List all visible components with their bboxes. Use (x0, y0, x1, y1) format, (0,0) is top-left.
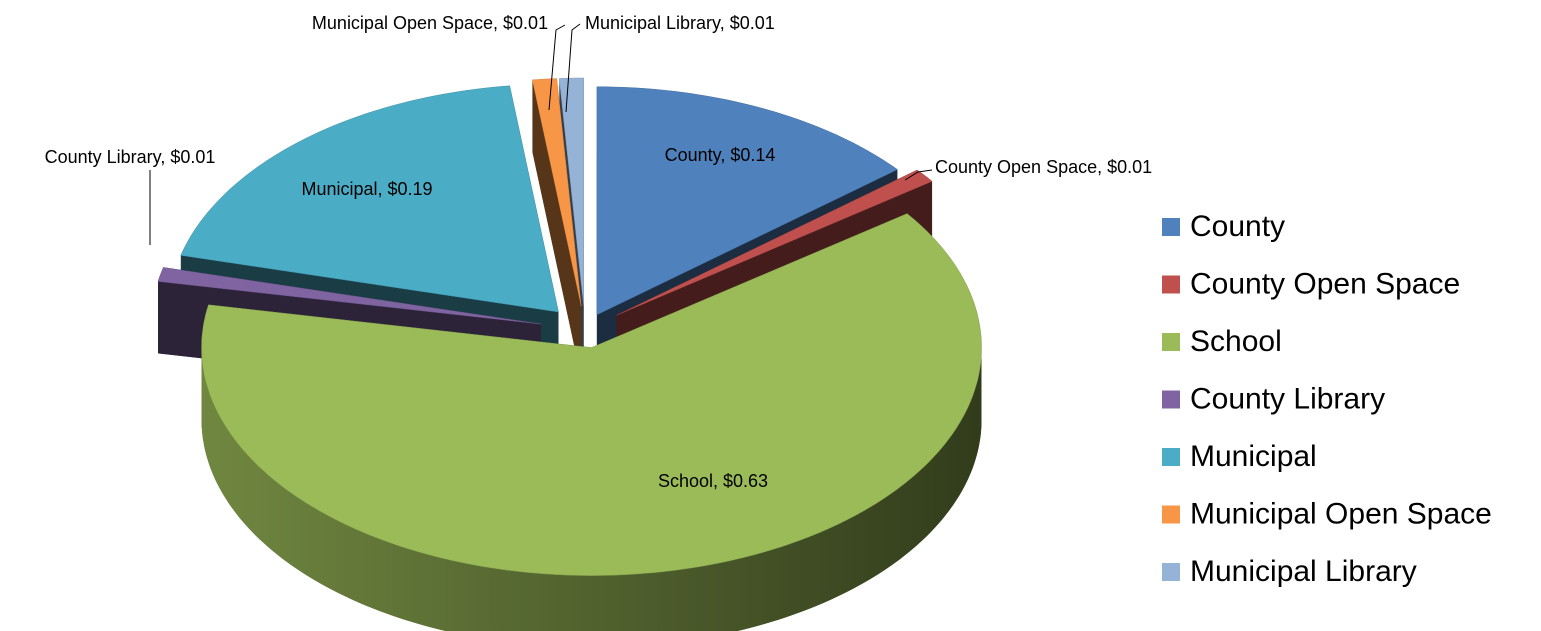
leader-line (565, 23, 581, 113)
slice (596, 86, 898, 316)
legend-label: County (1190, 210, 1285, 243)
data-label: County Library, $0.01 (45, 147, 216, 167)
slice (559, 77, 584, 307)
slice (180, 85, 559, 313)
legend-label: Municipal Open Space (1190, 497, 1492, 530)
data-label: County Open Space, $0.01 (935, 157, 1152, 177)
legend-swatch (1162, 275, 1180, 294)
legend-label: Municipal Library (1190, 555, 1417, 588)
slice (616, 169, 933, 316)
data-label: Municipal, $0.19 (301, 179, 432, 199)
slice (532, 78, 582, 307)
slice-side (201, 347, 982, 631)
legend-label: County Open Space (1190, 267, 1460, 300)
legend-swatch (1162, 505, 1180, 524)
leader-line (548, 24, 566, 111)
slice-wall (532, 79, 582, 379)
legend-swatch (1162, 448, 1180, 466)
data-label: School, $0.63 (658, 471, 768, 491)
slice (157, 267, 542, 325)
legend-swatch (1162, 390, 1180, 409)
legend-label: County Library (1190, 382, 1385, 415)
data-label: Municipal Open Space, $0.01 (311, 13, 549, 33)
slice (201, 213, 982, 576)
legend-swatch (1162, 218, 1180, 236)
data-label: County, $0.14 (665, 145, 776, 165)
legend-label: School (1190, 325, 1282, 358)
legend-swatch (1162, 563, 1180, 581)
data-label: Municipal Library, $0.01 (585, 13, 775, 33)
leader-line (904, 169, 933, 181)
legend-swatch (1162, 333, 1180, 351)
legend-label: Municipal (1190, 440, 1317, 473)
